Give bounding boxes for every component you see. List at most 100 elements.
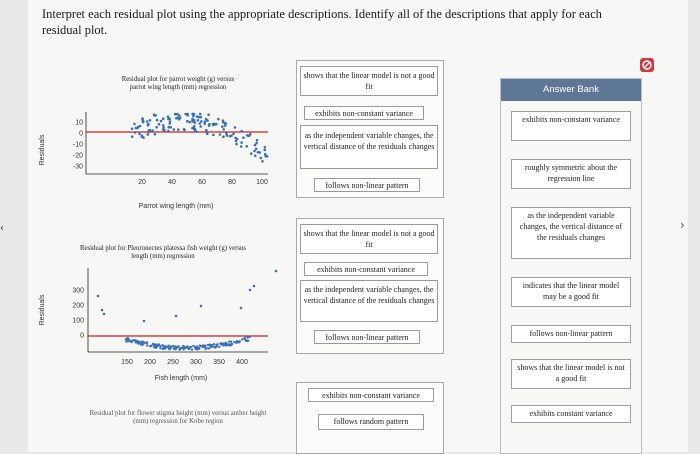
plot1-point bbox=[225, 132, 228, 135]
plot2-point bbox=[157, 343, 161, 346]
plot1-point bbox=[169, 126, 173, 129]
plot1-point bbox=[152, 113, 156, 117]
plot2-point bbox=[248, 288, 252, 292]
plot1-point bbox=[254, 147, 258, 151]
dz1-chip-3[interactable]: as the independent variable changes, the… bbox=[300, 125, 438, 169]
plot1-point bbox=[176, 116, 179, 119]
dz2-chip-1[interactable]: shows that the linear model is not a goo… bbox=[300, 224, 438, 254]
bank-chip-7[interactable]: exhibits constant variance bbox=[511, 405, 631, 423]
plot2-point bbox=[224, 341, 228, 344]
plot1-point bbox=[138, 132, 141, 136]
plot2-point bbox=[241, 338, 244, 341]
plot2-point bbox=[224, 343, 227, 347]
plot2-point bbox=[100, 308, 104, 312]
plot1-point bbox=[221, 125, 224, 128]
plot1-point bbox=[161, 117, 165, 120]
plot1-point bbox=[225, 134, 229, 137]
plot3-title: Residual plot for flower stigma height (… bbox=[89, 410, 267, 425]
dz2-chip-3[interactable]: as the independent variable changes, the… bbox=[300, 280, 438, 322]
plot1-point bbox=[245, 145, 248, 148]
plot1-point bbox=[253, 143, 257, 147]
plot1-xtick: 20 bbox=[138, 179, 146, 186]
plot2-point bbox=[165, 346, 169, 349]
plot1-point bbox=[161, 124, 165, 127]
chevron-left-icon[interactable]: ‹ bbox=[0, 223, 4, 234]
plot1-point bbox=[203, 120, 207, 123]
plot2-xtick: 200 bbox=[144, 359, 156, 366]
dz2-chip-2[interactable]: exhibits non-constant variance bbox=[304, 262, 428, 276]
plot2-point bbox=[155, 344, 159, 348]
answer-bank: Answer Bank exhibits non-constant varian… bbox=[500, 78, 642, 454]
dz1-chip-2[interactable]: exhibits non-constant variance bbox=[304, 106, 424, 120]
plot1-point bbox=[166, 115, 170, 118]
plot2-point bbox=[150, 344, 153, 347]
plot1-point bbox=[177, 128, 180, 131]
plot2-point bbox=[126, 336, 129, 340]
bank-chip-6[interactable]: shows that the linear model is not a goo… bbox=[511, 359, 631, 389]
chevron-right-icon[interactable]: › bbox=[680, 218, 685, 232]
plot1-ytick: -30 bbox=[73, 164, 83, 171]
dz1-chip-1[interactable]: shows that the linear model is not a goo… bbox=[300, 66, 438, 96]
plot1-point bbox=[255, 141, 258, 145]
plot1-point bbox=[191, 117, 194, 121]
bank-chip-5[interactable]: follows non-linear pattern bbox=[511, 325, 631, 343]
plot1-xtick: 80 bbox=[228, 179, 236, 186]
plot1-point bbox=[188, 120, 191, 124]
plot2-point bbox=[174, 345, 177, 348]
plot2-point bbox=[188, 346, 191, 349]
plot2-ytick: 300 bbox=[72, 288, 84, 295]
plot1-point bbox=[141, 119, 145, 122]
plot1-point bbox=[200, 120, 203, 123]
plot2-point bbox=[96, 294, 100, 298]
plot2-point bbox=[178, 348, 181, 351]
plot1-point bbox=[142, 136, 145, 139]
dz3-chip-2[interactable]: follows random pattern bbox=[318, 414, 424, 430]
plot1-point bbox=[212, 133, 215, 137]
no-entry-icon[interactable] bbox=[640, 58, 654, 72]
plot2-point bbox=[163, 347, 167, 350]
plot2-point bbox=[183, 346, 187, 350]
plot1-point bbox=[134, 126, 138, 130]
plot1-point bbox=[222, 128, 225, 131]
dz1-chip-4[interactable]: follows non-linear pattern bbox=[314, 178, 420, 192]
plot2-point bbox=[133, 339, 136, 342]
plot1-point bbox=[235, 142, 238, 146]
plot1-point bbox=[153, 133, 157, 136]
plot2-point bbox=[218, 345, 221, 348]
plot1-point bbox=[248, 132, 252, 136]
plot2-point bbox=[216, 343, 219, 346]
plot2-point bbox=[125, 340, 128, 343]
plot2-point bbox=[246, 339, 250, 342]
bank-chip-4[interactable]: indicates that the linear model may be a… bbox=[511, 277, 631, 307]
plot1-point bbox=[204, 117, 208, 121]
plot1-point bbox=[146, 133, 150, 136]
plot1-point bbox=[207, 113, 210, 116]
plot1-point bbox=[264, 155, 267, 158]
plot2-point bbox=[177, 345, 180, 348]
plot1-point bbox=[133, 131, 137, 134]
plot2-point bbox=[169, 345, 172, 349]
plot2-point bbox=[145, 341, 149, 345]
bank-chip-2[interactable]: roughly symmetric about the regression l… bbox=[511, 159, 631, 189]
plot2-ylabel: Residuals bbox=[39, 294, 46, 325]
plot1-point bbox=[192, 114, 195, 118]
plot1-point bbox=[264, 152, 267, 156]
plot1-point bbox=[261, 160, 264, 163]
bank-chip-3[interactable]: as the independent variable changes, the… bbox=[511, 207, 631, 259]
bank-chip-1[interactable]: exhibits non-constant variance bbox=[511, 111, 631, 141]
plot2-point bbox=[274, 269, 278, 273]
plot2-ytick: 200 bbox=[72, 303, 84, 310]
plot2-point bbox=[204, 347, 207, 351]
dz3-chip-1[interactable]: exhibits non-constant variance bbox=[308, 388, 434, 402]
plot1-point bbox=[136, 125, 140, 129]
plot1-point bbox=[258, 151, 262, 154]
plot2-point bbox=[243, 336, 246, 339]
plot1-point bbox=[191, 112, 195, 116]
plot2-xtick: 400 bbox=[236, 359, 248, 366]
plot1-point bbox=[168, 120, 172, 123]
question-page: Interpret each residual plot using the a… bbox=[28, 0, 688, 454]
plot1-point bbox=[198, 122, 201, 125]
plot2-xtick: 350 bbox=[213, 359, 225, 366]
plot1-point bbox=[157, 122, 161, 126]
dz2-chip-4[interactable]: follows non-linear pattern bbox=[314, 330, 420, 344]
